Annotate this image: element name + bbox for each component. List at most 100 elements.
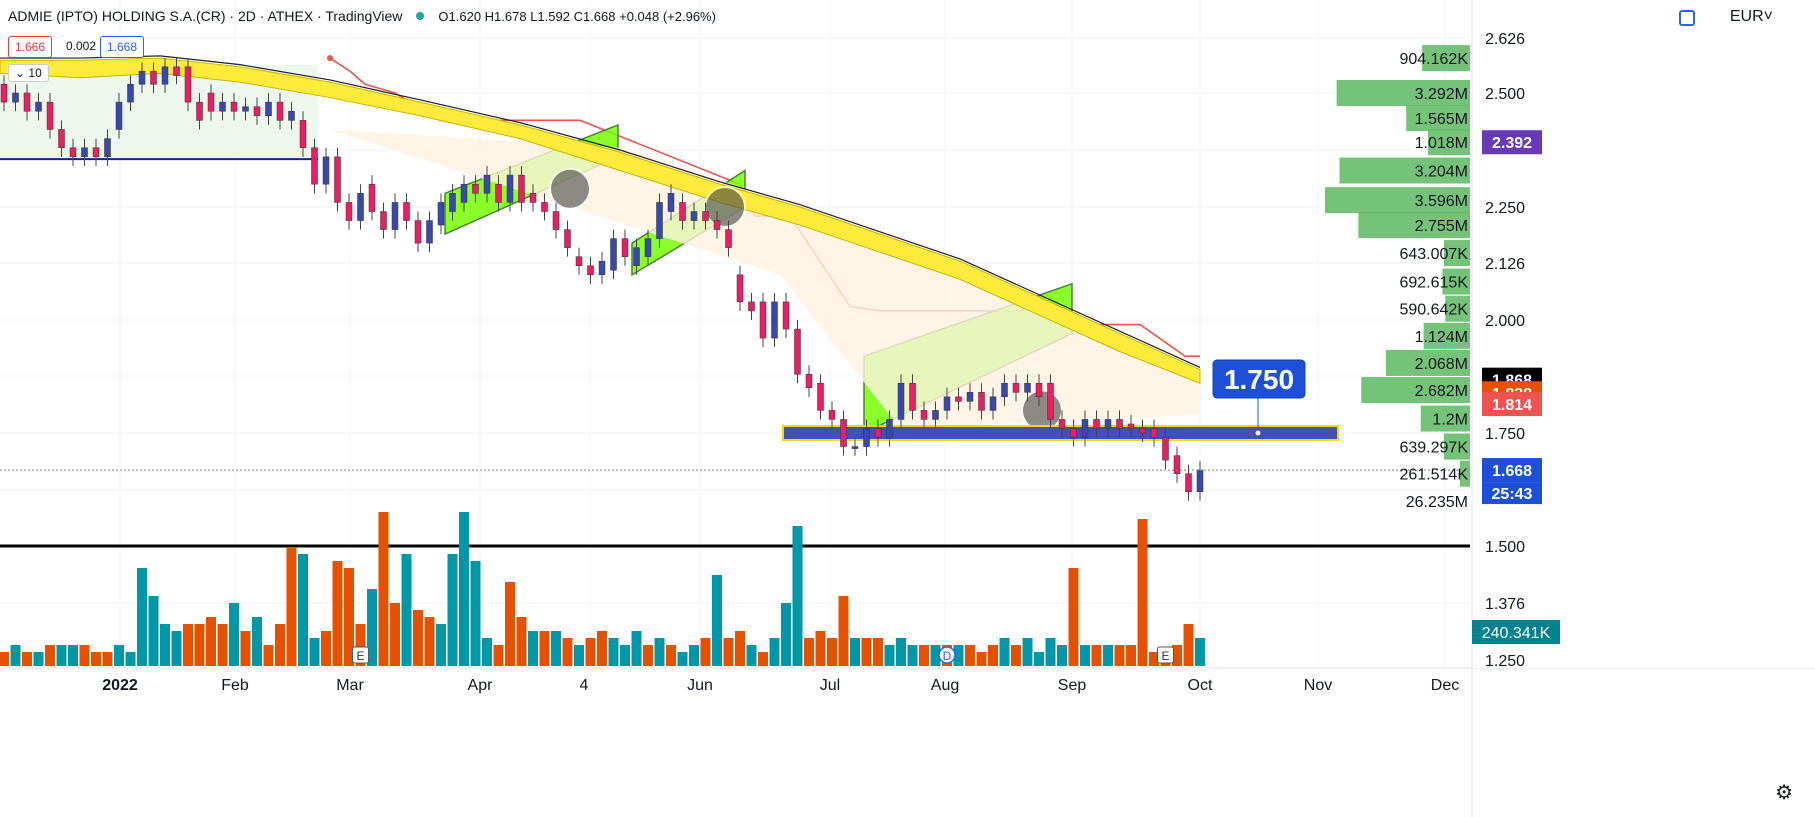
candle-body xyxy=(92,147,100,158)
candle-body xyxy=(725,229,732,248)
volume-bar xyxy=(896,638,906,666)
candle-body xyxy=(1070,428,1077,438)
volume-bar xyxy=(539,631,550,666)
candle-body xyxy=(69,147,77,158)
x-tick-label: Mar xyxy=(336,677,364,694)
dividend-marker-label: D xyxy=(943,649,952,663)
volume-bar xyxy=(884,645,895,666)
volume-profile-bar xyxy=(1423,322,1470,349)
volume-bar xyxy=(919,645,929,666)
x-tick-label: Aug xyxy=(931,677,959,694)
candle-body xyxy=(46,101,54,130)
volume-bar xyxy=(1137,519,1148,666)
volume-bar xyxy=(677,652,688,666)
volume-bar xyxy=(68,645,78,666)
candle-body xyxy=(1012,383,1020,393)
volume-profile-bar xyxy=(1422,45,1470,72)
candle-body xyxy=(805,373,813,389)
candle-body xyxy=(472,183,479,194)
candle-body xyxy=(736,274,744,303)
volume-profile-bar xyxy=(1406,105,1470,132)
ask-price[interactable]: 1.668 xyxy=(100,36,145,58)
volume-bar xyxy=(229,603,239,666)
candle-body xyxy=(35,101,42,112)
y-tick-label: 2.126 xyxy=(1485,256,1525,273)
candle-body xyxy=(656,202,663,239)
volume-bar xyxy=(148,596,159,666)
volume-bar xyxy=(482,638,492,666)
volume-bar xyxy=(1183,624,1194,666)
ma-length: 10 xyxy=(28,66,42,80)
candle-body xyxy=(690,211,698,221)
compare-icon[interactable] xyxy=(1679,10,1695,26)
volume-bar xyxy=(746,645,757,666)
candle-body xyxy=(1150,428,1158,438)
candle-body xyxy=(943,396,951,411)
volume-bar xyxy=(735,631,745,666)
volume-profile-bar xyxy=(1385,349,1470,376)
candle-body xyxy=(265,101,272,117)
volume-badge xyxy=(1472,620,1560,644)
x-tick-label: Nov xyxy=(1304,677,1332,694)
ohlc-readout: O1.620 H1.678 L1.592 C1.668 +0.048 (+2.9… xyxy=(438,8,716,24)
volume-bar xyxy=(654,638,665,666)
volume-bar xyxy=(401,554,412,666)
candle-body xyxy=(1035,383,1043,398)
symbol-title[interactable]: ADMIE (IPTO) HOLDING S.A.(CR) · 2D · ATH… xyxy=(8,8,403,24)
candle-body xyxy=(173,66,180,76)
candle-body xyxy=(253,106,261,117)
volume-bar xyxy=(459,512,469,666)
candle-body xyxy=(1116,419,1123,429)
candle-body xyxy=(886,419,893,438)
bid-price[interactable]: 1.666 xyxy=(8,36,53,58)
volume-bar xyxy=(344,568,354,666)
candle-body xyxy=(334,156,341,203)
gear-icon[interactable]: ⚙ xyxy=(1775,782,1793,804)
volume-bar xyxy=(597,631,607,666)
candle-body xyxy=(840,419,847,447)
candle-body xyxy=(345,202,353,221)
candle-body xyxy=(610,238,617,271)
candle-body xyxy=(552,211,560,230)
candle-body xyxy=(219,101,226,112)
volume-bar xyxy=(137,568,147,666)
candle-body xyxy=(598,260,606,276)
volume-bar xyxy=(689,645,699,666)
candle-body xyxy=(299,120,307,148)
candle-body xyxy=(575,256,583,266)
callout-anchor xyxy=(1254,429,1262,437)
candle-body xyxy=(874,428,882,438)
volume-bar xyxy=(171,631,182,666)
stop-dot xyxy=(327,55,333,62)
volume-bar xyxy=(125,652,136,666)
y-tick-label: 1.500 xyxy=(1485,539,1525,556)
volume-bar xyxy=(10,645,21,666)
candle-body xyxy=(115,101,123,130)
volume-bar xyxy=(850,638,860,666)
volume-bar xyxy=(79,645,90,666)
currency-selector[interactable]: EUR˅ xyxy=(1730,8,1773,26)
ma-legend[interactable]: ⌄ 10 xyxy=(8,64,49,82)
price-badge xyxy=(1482,458,1542,483)
candle-body xyxy=(644,238,652,257)
candle-body xyxy=(932,410,939,420)
y-tick-label: 2.500 xyxy=(1485,86,1525,103)
candle-body xyxy=(771,301,778,339)
volume-bar xyxy=(240,631,251,666)
volume-bar xyxy=(263,645,274,666)
volume-bar xyxy=(758,652,768,666)
volume-profile-label: 692.615K xyxy=(1399,275,1468,292)
volume-bar xyxy=(286,547,297,666)
candle-body xyxy=(483,174,491,194)
volume-bar xyxy=(528,631,538,666)
x-tick-label: Dec xyxy=(1431,677,1459,694)
candle-body xyxy=(426,220,433,244)
candle-body xyxy=(667,193,675,212)
candle-body xyxy=(380,211,387,230)
volume-bar xyxy=(470,561,481,666)
volume-bar xyxy=(1195,638,1205,666)
volume-bar xyxy=(160,624,170,666)
candle-body xyxy=(1127,423,1135,429)
candle-body xyxy=(104,138,111,158)
